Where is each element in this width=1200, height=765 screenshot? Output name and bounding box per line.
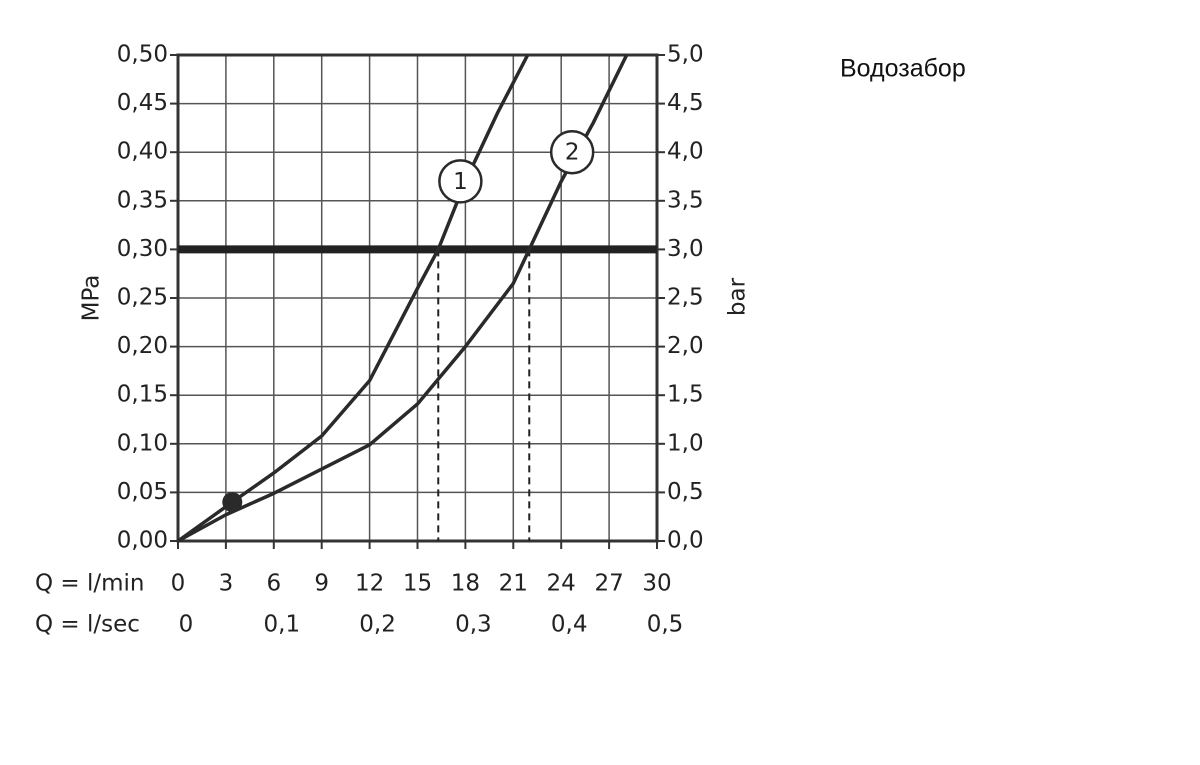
- y2-tick-label: 3,5: [667, 187, 704, 213]
- x-tick-label: 21: [499, 571, 528, 597]
- y2-tick-label: 0,5: [667, 479, 704, 505]
- series-label: 1: [453, 169, 468, 195]
- y-tick-label: 0,45: [117, 90, 168, 116]
- y2-tick-label: 1,5: [667, 382, 704, 408]
- y-tick-label: 0,20: [117, 333, 168, 359]
- y-tick-label: 0,30: [117, 236, 168, 262]
- x-tick-label: 12: [355, 571, 384, 597]
- x2-tick-label: 0,3: [455, 612, 492, 638]
- y-tick-label: 0,50: [117, 42, 168, 68]
- series-label-circle: [438, 159, 483, 204]
- marker-point: [222, 492, 243, 513]
- x2-axis-title: Q = l/sec: [35, 612, 140, 638]
- y-axis-title: MPa: [79, 275, 105, 322]
- y2-tick-label: 2,0: [667, 333, 704, 359]
- x-tick-label: 0: [171, 571, 186, 597]
- series-label-circle: [549, 129, 595, 175]
- x-tick-label: 30: [642, 571, 671, 597]
- y2-tick-label: 4,5: [667, 90, 704, 116]
- x2-tick-label: 0,1: [264, 612, 301, 638]
- x-tick-label: 3: [219, 571, 234, 597]
- y-tick-label: 0,35: [117, 187, 168, 213]
- x-tick-label: 18: [451, 571, 480, 597]
- y2-tick-label: 5,0: [667, 42, 704, 68]
- y-tick-label: 0,10: [117, 430, 168, 456]
- y2-tick-label: 0,0: [667, 528, 704, 554]
- x2-tick-label: 0,5: [647, 612, 684, 638]
- x-tick-label: 9: [314, 571, 329, 597]
- x2-tick-label: 0,2: [359, 612, 396, 638]
- x2-tick-label: 0,4: [551, 612, 588, 638]
- series-label: 2: [565, 140, 580, 166]
- x-tick-label: 6: [266, 571, 281, 597]
- x-tick-label: 15: [403, 571, 432, 597]
- plot-frame: [176, 53, 659, 543]
- y-tick-label: 0,15: [117, 382, 168, 408]
- chart-subtitle: Водозабор: [840, 55, 966, 83]
- y2-tick-label: 2,5: [667, 285, 704, 311]
- x2-tick-label: 0: [179, 612, 194, 638]
- y2-axis-title: bar: [725, 277, 751, 316]
- y-tick-label: 0,40: [117, 139, 168, 165]
- line-series: [176, 54, 530, 543]
- y-tick-label: 0,00: [117, 528, 168, 554]
- y2-tick-label: 1,0: [667, 430, 704, 456]
- y2-tick-label: 4,0: [667, 139, 704, 165]
- x-tick-label: 24: [547, 571, 576, 597]
- x-tick-label: 27: [594, 571, 623, 597]
- y-tick-label: 0,25: [117, 285, 168, 311]
- y2-tick-label: 3,0: [667, 236, 704, 262]
- x-axis-title: Q = l/min: [35, 571, 145, 597]
- y-tick-label: 0,05: [117, 479, 168, 505]
